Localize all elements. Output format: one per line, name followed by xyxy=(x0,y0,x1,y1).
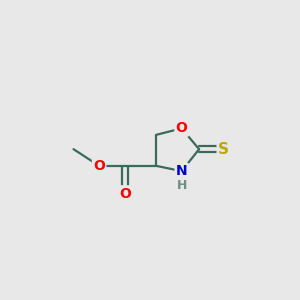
Text: O: O xyxy=(93,159,105,173)
Text: H: H xyxy=(176,179,187,192)
Text: N: N xyxy=(176,164,188,178)
Text: O: O xyxy=(119,187,131,200)
Text: O: O xyxy=(176,122,188,135)
Text: S: S xyxy=(218,142,229,157)
